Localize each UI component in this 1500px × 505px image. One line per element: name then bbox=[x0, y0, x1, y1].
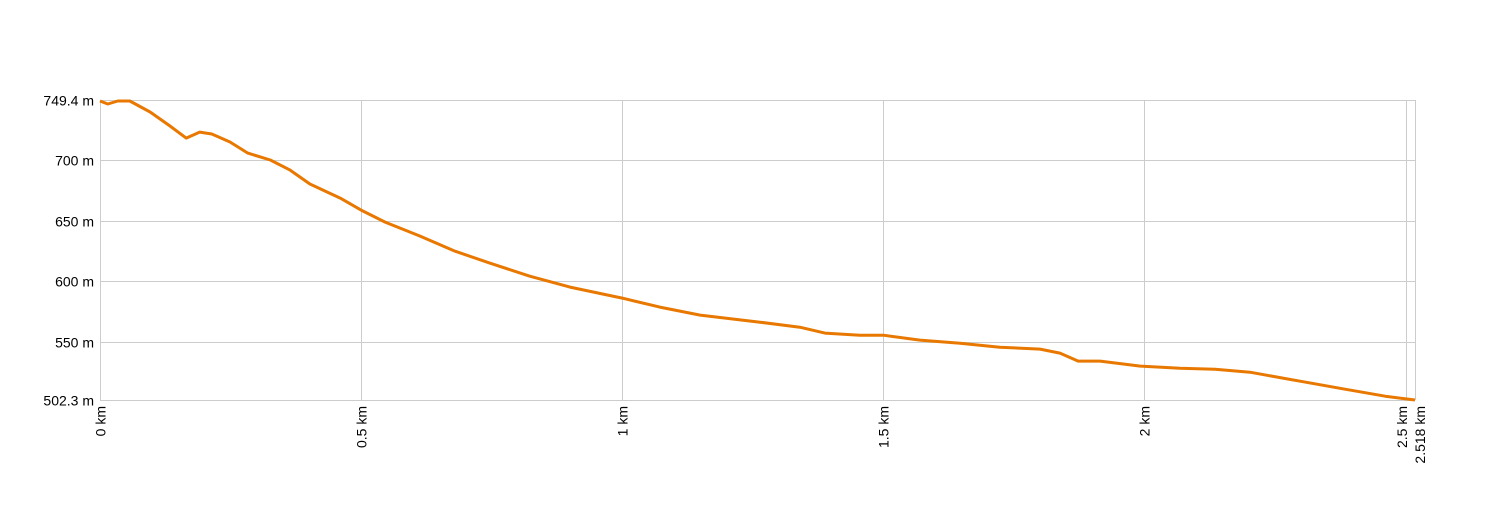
y-tick-label: 550 m bbox=[55, 335, 94, 351]
x-tick-label: 1 km bbox=[615, 406, 631, 436]
x-tick-label: 2 km bbox=[1137, 406, 1153, 436]
y-tick-label: 749.4 m bbox=[43, 93, 94, 109]
y-tick-label: 650 m bbox=[55, 214, 94, 230]
x-tick-label: 0.5 km bbox=[354, 406, 370, 448]
y-tick-label: 700 m bbox=[55, 153, 94, 169]
y-tick-label: 600 m bbox=[55, 274, 94, 290]
x-tick-label: 0 km bbox=[93, 406, 109, 436]
x-tick-label: 2.5 km bbox=[1394, 406, 1410, 448]
y-tick-label: 502.3 m bbox=[43, 393, 94, 409]
x-tick-label: 1.5 km bbox=[876, 406, 892, 448]
grid bbox=[100, 100, 1416, 401]
x-axis-labels: 0 km 0.5 km 1 km 1.5 km 2 km 2.5 km 2.518 km bbox=[93, 406, 1429, 464]
elevation-line bbox=[99, 99, 1416, 402]
y-axis-labels: 749.4 m 700 m 650 m 600 m 550 m 502.3 m bbox=[43, 93, 94, 409]
x-tick-label: 2.518 km bbox=[1412, 406, 1428, 464]
